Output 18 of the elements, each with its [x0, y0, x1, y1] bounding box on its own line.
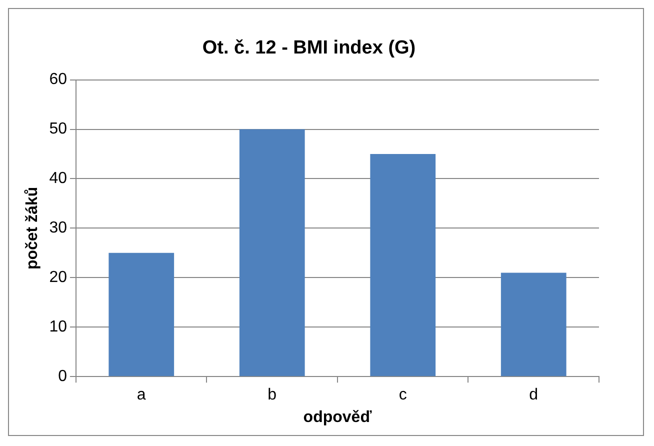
x-tick-label: b [268, 386, 277, 404]
x-tick-label: c [398, 386, 407, 404]
y-tick-label: 40 [49, 170, 68, 188]
chart-title: Ot. č. 12 - BMI index (G) [202, 38, 416, 59]
y-tick-label: 0 [58, 368, 68, 386]
x-axis-title: odpověď [303, 408, 372, 426]
bar [370, 154, 436, 376]
bar [239, 129, 305, 376]
bar [108, 252, 174, 376]
y-tick-label: 10 [49, 318, 68, 336]
x-tick-label: a [136, 386, 146, 404]
y-tick-label: 60 [49, 71, 68, 88]
bar [500, 272, 566, 376]
y-tick-label: 50 [49, 120, 68, 138]
y-tick-label: 20 [49, 269, 68, 286]
y-axis-title: počet žáků [24, 186, 42, 270]
x-tick-label: d [529, 386, 538, 404]
y-tick-label: 30 [49, 220, 68, 237]
